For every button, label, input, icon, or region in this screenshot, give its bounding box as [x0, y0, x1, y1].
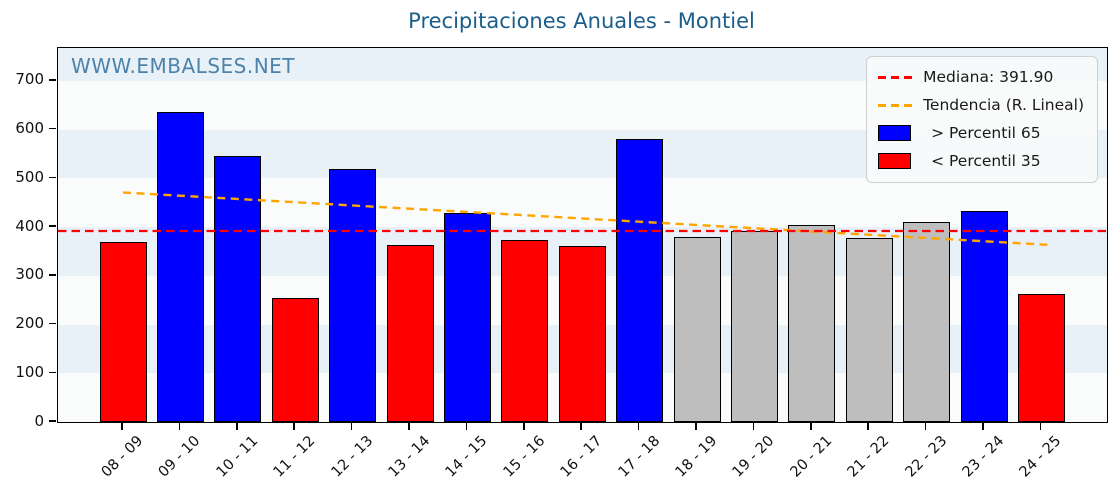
x-tickmark [1039, 423, 1042, 430]
plot-area: WWW.EMBALSES.NET Mediana: 391.90 Tendenc… [57, 47, 1108, 423]
legend-row-trend: Tendencia (R. Lineal) [878, 93, 1084, 117]
x-tickmark [121, 423, 123, 430]
y-tickmark [49, 225, 56, 227]
median-dash-swatch [878, 75, 913, 79]
p65-patch-swatch [878, 125, 912, 141]
trend-dash-swatch [878, 103, 913, 107]
bar-08-09 [99, 242, 147, 422]
y-tickmark [49, 79, 56, 81]
watermark: WWW.EMBALSES.NET [71, 54, 296, 78]
y-tick-label: 300 [15, 265, 44, 284]
x-tickmark [982, 423, 984, 430]
trend-line [122, 191, 1049, 247]
legend-label-p65: > Percentil 65 [931, 124, 1041, 142]
y-tickmark [49, 322, 56, 325]
x-tick-label: 08 - 09 [98, 433, 147, 481]
y-tickmark [49, 420, 56, 422]
legend-label-trend: Tendencia (R. Lineal) [923, 96, 1084, 114]
x-tickmark [867, 423, 869, 430]
y-tick-label: 500 [15, 167, 44, 186]
y-tick-label: 200 [15, 314, 44, 333]
bar-16-17 [558, 245, 606, 422]
x-tickmark [350, 423, 353, 430]
bar-18-19 [673, 236, 721, 422]
bar-22-23 [903, 222, 951, 422]
x-tickmark [580, 423, 582, 430]
bar-11-12 [271, 298, 319, 422]
legend-row-p65: > Percentil 65 [878, 121, 1084, 145]
x-tickmark [178, 423, 181, 430]
bar-19-20 [730, 231, 778, 422]
x-tickmark [924, 423, 927, 430]
legend: Mediana: 391.90 Tendencia (R. Lineal) > … [866, 56, 1098, 183]
y-tick-label: 400 [15, 216, 44, 235]
y-tick-label: 100 [15, 362, 44, 381]
x-tickmark [465, 423, 468, 430]
y-tick-label: 600 [15, 119, 44, 138]
bar-10-11 [214, 155, 262, 422]
y-tick-label: 0 [34, 411, 44, 430]
y-tickmark [49, 176, 56, 179]
y-tickmark [49, 371, 56, 374]
bar-14-15 [443, 212, 491, 422]
x-tickmark [637, 423, 640, 430]
bar-13-14 [386, 244, 434, 422]
bar-24-25 [1017, 293, 1065, 422]
y-tickmark [49, 127, 56, 130]
x-tickmark [523, 423, 525, 430]
bar-17-18 [616, 139, 664, 422]
legend-row-p35: < Percentil 35 [878, 149, 1084, 173]
overlay-lines [58, 191, 1107, 247]
bar-15-16 [501, 239, 549, 422]
y-tick-label: 700 [15, 70, 44, 89]
legend-label-median: Mediana: 391.90 [923, 68, 1054, 86]
bar-20-21 [788, 225, 836, 422]
x-tickmark [752, 423, 755, 430]
x-tickmark [293, 423, 295, 430]
bar-21-22 [845, 238, 893, 422]
p35-patch-swatch [878, 153, 912, 169]
chart-title: Precipitaciones Anuales - Montiel [408, 9, 755, 33]
x-tickmark [408, 423, 410, 430]
bar-09-10 [156, 112, 204, 422]
x-tickmark [695, 423, 697, 430]
legend-row-median: Mediana: 391.90 [878, 65, 1084, 89]
x-tickmark [810, 423, 812, 430]
legend-label-p35: < Percentil 35 [931, 152, 1041, 170]
bar-12-13 [329, 168, 377, 422]
x-tickmark [236, 423, 238, 430]
bar-23-24 [960, 210, 1008, 422]
y-tickmark [49, 274, 56, 276]
